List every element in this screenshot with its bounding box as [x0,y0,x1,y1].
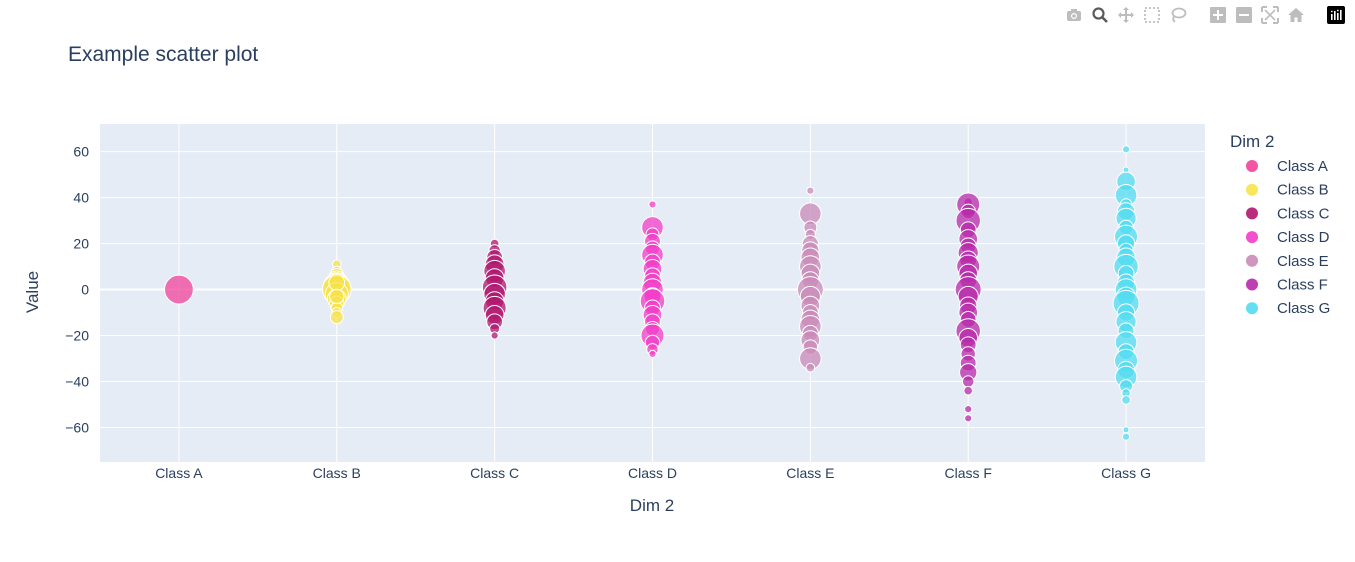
x-tick-label: Class C [470,465,519,481]
lasso-icon[interactable] [1167,4,1189,26]
pan-icon[interactable] [1115,4,1137,26]
zoom-out-icon[interactable] [1233,4,1255,26]
x-tick-label: Class F [944,465,991,481]
y-axis-label: Value [23,271,42,313]
legend-marker[interactable] [1246,254,1258,267]
chart-title: Example scatter plot [68,43,258,66]
scatter-point[interactable] [490,331,499,340]
legend-item-label[interactable]: Class E [1277,253,1329,270]
scatter-point[interactable] [1121,145,1131,154]
box-select-icon[interactable] [1141,4,1163,26]
data-points [164,145,1140,441]
legend-marker[interactable] [1246,160,1258,172]
legend-item-label[interactable]: Class A [1277,158,1328,175]
scatter-point[interactable] [1121,395,1131,405]
scatter-point[interactable] [648,200,657,209]
x-tick-labels: Class A Class B Class C Class D Class E Class… [155,465,1151,481]
y-tick-label: −40 [65,374,89,390]
legend-item-label[interactable]: Class D [1277,229,1330,246]
x-tick-label: Class D [628,465,677,481]
scatter-point[interactable] [964,414,973,423]
scatter-point[interactable] [164,274,194,305]
legend-marker[interactable] [1246,231,1258,244]
scatter-point[interactable] [806,186,815,195]
camera-icon[interactable] [1063,4,1085,26]
legend-item-label[interactable]: Class B [1277,182,1329,199]
scatter-point[interactable] [1121,432,1131,441]
legend-item-label[interactable]: Class C [1277,205,1330,222]
legend-marker[interactable] [1246,207,1258,220]
scatter-point[interactable] [964,405,973,414]
legend-item-label[interactable]: Class G [1277,300,1330,317]
y-tick-label: 60 [73,144,89,160]
legend: Dim 2 Class A Class B Class C Class D Class … [1230,132,1330,317]
legend-marker[interactable] [1246,278,1258,291]
y-tick-label: −20 [65,328,89,344]
x-tick-label: Class B [313,465,361,481]
y-tick-label: 40 [73,190,89,206]
scatter-point[interactable] [329,310,344,325]
legend-marker[interactable] [1246,183,1258,196]
plotly-logo-icon[interactable] [1325,4,1347,26]
y-tick-label: −60 [65,420,89,436]
zoom-in-icon[interactable] [1207,4,1229,26]
x-tick-label: Class A [155,465,203,481]
autoscale-icon[interactable] [1259,4,1281,26]
scatter-point[interactable] [805,362,816,373]
scatter-point[interactable] [1122,426,1130,434]
scatter-point[interactable] [961,375,975,388]
zoom-icon[interactable] [1089,4,1111,26]
x-tick-label: Class E [786,465,834,481]
y-tick-labels: 60 40 20 0 −20 −40 −60 [65,144,89,436]
x-axis-label: Dim 2 [630,496,674,515]
scatter-point[interactable] [329,288,345,305]
scatter-point[interactable] [328,274,346,292]
y-tick-label: 0 [81,282,89,298]
modebar [1063,4,1347,26]
y-tick-label: 20 [73,236,89,252]
reset-axes-icon[interactable] [1285,4,1307,26]
legend-marker[interactable] [1246,302,1258,315]
legend-item-label[interactable]: Class F [1277,277,1328,294]
scatter-point[interactable] [648,349,657,359]
legend-title: Dim 2 [1230,132,1274,151]
scatter-point[interactable] [963,385,974,396]
x-tick-label: Class G [1101,465,1151,481]
